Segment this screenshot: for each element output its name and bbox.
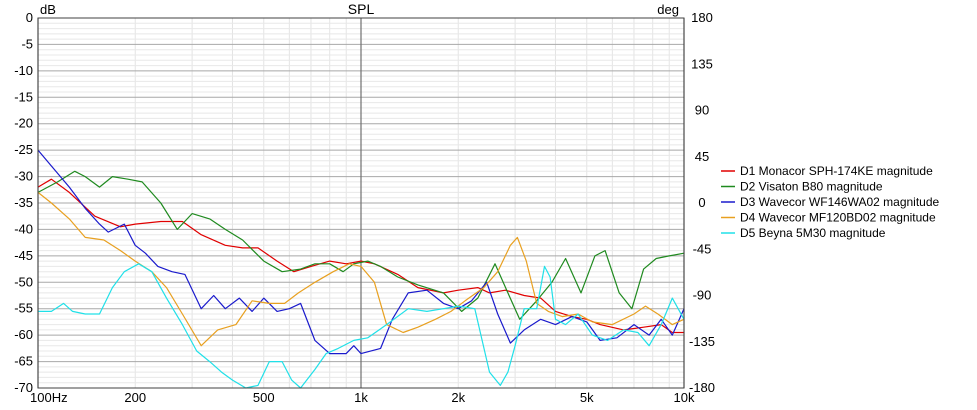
y2-tick-label: 180	[691, 10, 713, 25]
y-tick-label: -25	[14, 142, 33, 157]
x-tick-label: 2k	[451, 390, 465, 405]
y-tick-label: -15	[14, 89, 33, 104]
series-line-5	[38, 263, 685, 389]
plot-frame	[37, 17, 685, 389]
series-line-2	[37, 170, 685, 320]
y2-tick-label: -180	[689, 380, 715, 395]
axis-layer: SPL dB deg 0 -5 -10 -15 -20 -25 -30 -35 -40 -45 -5…	[14, 1, 715, 405]
y2-tick-label: 45	[695, 149, 709, 164]
y-tick-label: 0	[26, 10, 33, 25]
right-axis-unit: deg	[657, 2, 679, 17]
legend: D1 Monacor SPH-174KE magnitude D2 Visaton…	[721, 164, 940, 240]
y2-tick-label: -45	[693, 241, 712, 256]
y-tick-label: -65	[14, 354, 33, 369]
y-tick-label: -20	[14, 116, 33, 131]
y2-tick-label: 90	[695, 103, 709, 118]
x-tick-label: 10k	[674, 390, 695, 405]
legend-label-3: D3 Wavecor WF146WA02 magnitude	[740, 195, 940, 209]
grid-layer	[37, 17, 685, 389]
x-tick-label: 5k	[580, 390, 594, 405]
x-tick-label: 100Hz	[30, 390, 68, 405]
legend-label-4: D4 Wavecor MF120BD02 magnitude	[740, 211, 936, 225]
y-tick-label: -50	[14, 274, 33, 289]
legend-label-5: D5 Beyna 5M30 magnitude	[740, 226, 886, 240]
x-tick-label: 200	[124, 390, 146, 405]
y2-tick-label: 135	[691, 56, 713, 71]
left-axis-unit: dB	[40, 2, 56, 17]
y-tick-label: -30	[14, 169, 33, 184]
y-tick-label: -5	[21, 36, 33, 51]
y-tick-label: -45	[14, 248, 33, 263]
y2-tick-label: 0	[698, 195, 705, 210]
series-line-4	[37, 191, 685, 347]
chart-title: SPL	[348, 1, 375, 17]
y-tick-label: -10	[14, 63, 33, 78]
y2-tick-label: -135	[689, 334, 715, 349]
legend-label-1: D1 Monacor SPH-174KE magnitude	[740, 164, 933, 178]
x-tick-label: 500	[253, 390, 275, 405]
y-tick-label: -60	[14, 327, 33, 342]
y-tick-label: -55	[14, 301, 33, 316]
y-tick-label: -70	[14, 380, 33, 395]
x-tick-label: 1k	[354, 390, 368, 405]
series-layer	[37, 149, 685, 389]
y2-tick-label: -90	[693, 288, 712, 303]
legend-label-2: D2 Visaton B80 magnitude	[740, 180, 883, 194]
y-tick-label: -40	[14, 221, 33, 236]
y-tick-label: -35	[14, 195, 33, 210]
